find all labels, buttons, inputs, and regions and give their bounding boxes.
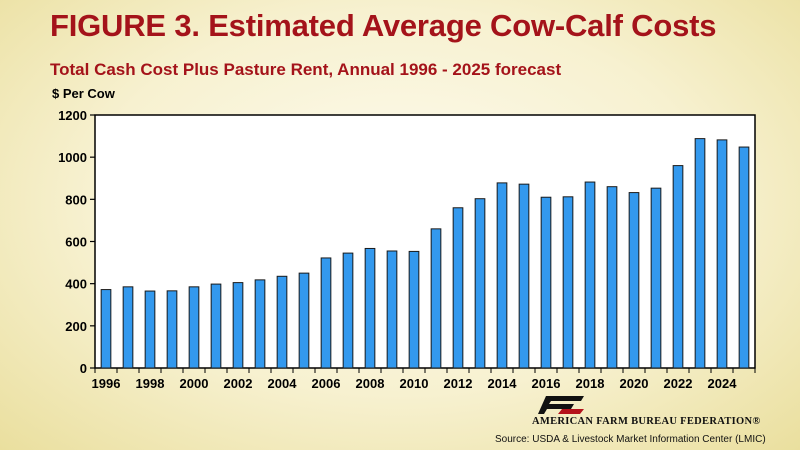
- y-tick-label: 400: [65, 277, 87, 292]
- bar-2021: [650, 187, 662, 369]
- chart-title: FIGURE 3. Estimated Average Cow-Calf Cos…: [50, 8, 717, 43]
- x-tick-label: 2020: [620, 376, 649, 391]
- x-tick-label: 2004: [268, 376, 298, 391]
- farm-bureau-logo-mark-icon: [538, 396, 584, 414]
- x-tick-label: 2012: [444, 376, 473, 391]
- bar-2019: [606, 186, 618, 369]
- bar-2000: [188, 286, 200, 369]
- x-tick-label: 2022: [664, 376, 693, 391]
- bar-2018: [584, 181, 596, 369]
- x-tick-label: 2018: [576, 376, 605, 391]
- y-tick-label: 1200: [58, 108, 87, 123]
- bar-2020: [628, 192, 640, 369]
- bar-2025: [738, 146, 750, 369]
- y-tick-label: 600: [65, 235, 87, 250]
- plot-area: 0 200 400 600 800 1000 1200 1996 1998 2000 2002 200…: [58, 108, 756, 391]
- x-tick-label: 2010: [400, 376, 429, 391]
- bar-2009: [386, 250, 398, 369]
- x-tick-label: 2008: [356, 376, 385, 391]
- chart-subtitle: Total Cash Cost Plus Pasture Rent, Annua…: [50, 60, 562, 79]
- bar-1997: [122, 286, 134, 369]
- bar-2015: [518, 183, 530, 369]
- bar-2003: [254, 279, 266, 369]
- x-tick-label: 2016: [532, 376, 561, 391]
- bar-2001: [210, 283, 222, 369]
- bar-2023: [694, 138, 706, 369]
- bar-2022: [672, 165, 684, 369]
- bar-2011: [430, 228, 442, 369]
- y-tick-label: 200: [65, 319, 87, 334]
- x-tick-label: 2002: [224, 376, 253, 391]
- x-tick-label: 2014: [488, 376, 518, 391]
- bar-2016: [540, 196, 552, 369]
- x-tick-label: 2006: [312, 376, 341, 391]
- bar-2008: [364, 247, 376, 369]
- bar-2007: [342, 252, 354, 369]
- x-tick-label: 1998: [136, 376, 165, 391]
- x-tick-label: 2024: [708, 376, 738, 391]
- afbf-logo: AMERICAN FARM BUREAU FEDERATION®: [532, 394, 782, 430]
- bar-2013: [474, 198, 486, 369]
- y-axis-label: $ Per Cow: [52, 86, 115, 101]
- bar-2002: [232, 282, 244, 369]
- bar-2012: [452, 207, 464, 369]
- bar-2024: [716, 139, 728, 369]
- x-tick-label: 1996: [92, 376, 121, 391]
- bar-2006: [320, 257, 332, 369]
- bar-1999: [166, 290, 178, 369]
- bar-2004: [276, 275, 288, 369]
- bar-2017: [562, 196, 574, 369]
- y-tick-label: 800: [65, 192, 87, 207]
- bar-1998: [144, 290, 156, 369]
- bar-1996: [100, 289, 112, 369]
- bar-2005: [298, 272, 310, 369]
- logo-text: AMERICAN FARM BUREAU FEDERATION®: [532, 416, 761, 427]
- source-note: Source: USDA & Livestock Market Informat…: [495, 434, 766, 445]
- y-tick-label: 0: [80, 361, 87, 376]
- y-tick-label: 1000: [58, 150, 87, 165]
- plot-frame: [94, 114, 756, 369]
- bar-2010: [408, 250, 420, 369]
- bar-2014: [496, 182, 508, 369]
- x-tick-label: 2000: [180, 376, 209, 391]
